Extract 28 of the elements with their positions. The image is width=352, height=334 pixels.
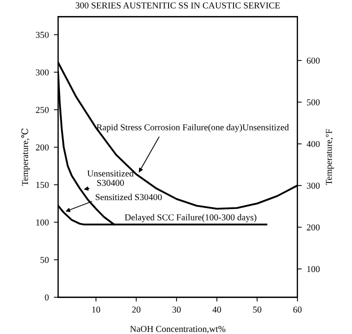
x-tick-label: 60	[293, 306, 302, 313]
annotation: Rapid Stress Corrosion Failure(one day)Unsensitized	[96, 124, 289, 132]
y-tick-label: 250	[36, 106, 49, 113]
x-tick-label: 30	[172, 306, 181, 313]
y-tick-label: 350	[36, 32, 49, 38]
x-tick-label: 20	[132, 306, 140, 313]
y-axis-title: Temperature,℃	[21, 128, 30, 186]
x-tick-label: 40	[212, 306, 222, 313]
x-tick-label: 50	[253, 306, 262, 313]
y-tick-label: 300	[36, 69, 49, 76]
y-tick-label: 0	[44, 294, 49, 300]
y2-axis-title: Temperature,°F	[326, 129, 334, 185]
y-tick-label: 50	[40, 256, 49, 263]
x-tick-label: 10	[92, 306, 100, 313]
y2-tick-label: 200	[306, 224, 320, 230]
y2-tick-label: 300	[306, 182, 320, 189]
x-axis-title: NaOH Concentration,wt%	[130, 326, 226, 334]
annotation: Unsensitized S30400	[87, 170, 134, 186]
y2-tick-label: 100	[307, 266, 320, 272]
annotation: Delayed SCC Failure(100-300 days)	[124, 214, 256, 222]
y-tick-label: 200	[36, 144, 49, 150]
y2-tick-label: 400	[306, 140, 320, 148]
chart-title: 300 SERIES AUSTENITIC SS IN CAUSTIC SERVICE	[76, 2, 280, 9]
annotation: Sensitized S30400	[96, 194, 162, 200]
y-tick-label: 150	[36, 182, 49, 188]
y2-tick-label: 600	[306, 58, 320, 64]
y2-tick-label: 500	[306, 99, 320, 106]
y-tick-label: 100	[36, 219, 49, 226]
